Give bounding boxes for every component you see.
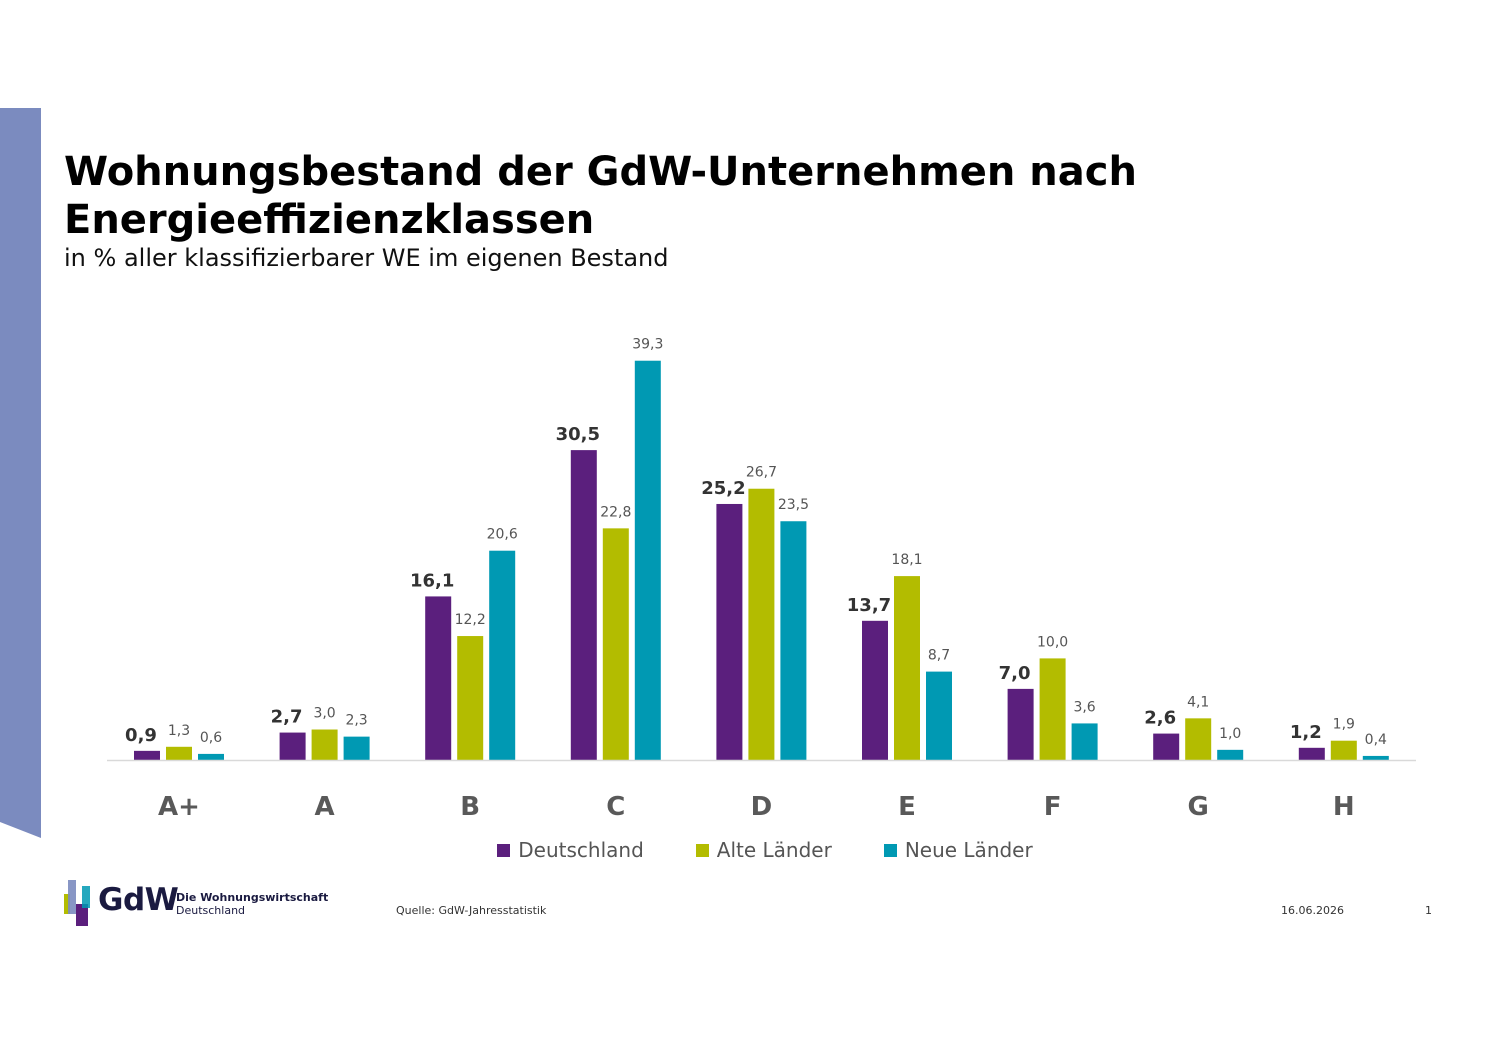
legend-swatch-neue-laender — [883, 843, 897, 857]
data-label-neue-laender-h: 0,4 — [1365, 732, 1387, 748]
bar-neue-laender-d — [780, 521, 807, 760]
side-accent-bar — [0, 108, 41, 838]
category-label-a: A — [315, 792, 335, 822]
bar-neue-laender-a — [343, 736, 370, 760]
data-label-deutschland-h: 1,2 — [1290, 722, 1322, 743]
legend-swatch-deutschland — [497, 843, 511, 857]
bar-chart: 0,9 1,3 0,6 A+ 2,7 3,0 2,3 A 16,1 12,2 20,6 B 30,5 22… — [107, 337, 1416, 822]
legend-label-alte-laender: Alte Länder — [716, 838, 832, 862]
data-label-alte-laender-c: 22,8 — [600, 504, 631, 520]
data-label-deutschland-e: 13,7 — [847, 595, 891, 616]
data-label-neue-laender-g: 1,0 — [1219, 726, 1241, 742]
bar-deutschland-b — [425, 596, 452, 760]
page-number: 1 — [1425, 904, 1432, 917]
side-accent-shape — [0, 108, 41, 838]
bar-neue-laender-g — [1217, 749, 1244, 760]
bar-neue-laender-f — [1071, 723, 1098, 760]
gdw-logo-tagline: Die Wohnungswirtschaft Deutschland — [176, 891, 328, 917]
bar-alte-laender-h — [1330, 740, 1357, 760]
gdw-logo-tagline-2: Deutschland — [176, 904, 246, 917]
bar-deutschland-d — [716, 503, 743, 760]
legend-swatch-alte-laender — [695, 843, 709, 857]
category-label-b: B — [460, 792, 480, 822]
bar-neue-laender-c — [634, 360, 661, 760]
bar-alte-laender-a+ — [166, 746, 192, 760]
bar-alte-laender-e — [894, 576, 920, 760]
bar-alte-laender-b — [457, 636, 484, 760]
data-label-alte-laender-h: 1,9 — [1333, 717, 1355, 733]
gdw-logo-icon — [64, 880, 90, 926]
data-label-alte-laender-a: 3,0 — [313, 706, 335, 722]
data-label-deutschland-b: 16,1 — [410, 570, 454, 591]
data-label-alte-laender-f: 10,0 — [1037, 634, 1068, 650]
data-label-neue-laender-b: 20,6 — [487, 527, 518, 543]
bar-deutschland-h — [1298, 747, 1325, 760]
bar-alte-laender-a — [311, 729, 338, 760]
data-label-neue-laender-f: 3,6 — [1073, 699, 1095, 715]
bar-neue-laender-a+ — [198, 753, 224, 760]
legend-item-deutschland: Deutschland — [497, 838, 644, 862]
bar-deutschland-a+ — [134, 750, 160, 760]
category-label-f: F — [1044, 792, 1062, 822]
data-label-deutschland-f: 7,0 — [999, 663, 1031, 684]
legend-item-neue-laender: Neue Länder — [883, 838, 1033, 862]
data-label-alte-laender-b: 12,2 — [455, 612, 486, 628]
source-note: Quelle: GdW-Jahresstatistik — [396, 904, 547, 917]
data-label-alte-laender-e: 18,1 — [891, 552, 922, 568]
bar-alte-laender-g — [1185, 718, 1212, 760]
legend-label-neue-laender: Neue Länder — [904, 838, 1033, 862]
category-label-e: E — [898, 792, 916, 822]
legend-label-deutschland: Deutschland — [518, 838, 644, 862]
bar-alte-laender-c — [602, 528, 629, 760]
bar-deutschland-e — [862, 620, 888, 760]
footer-date: 16.06.2026 — [1281, 904, 1344, 917]
chart-subtitle: in % aller klassifizierbarer WE im eigen… — [64, 244, 669, 272]
category-label-h: H — [1333, 792, 1355, 822]
bar-neue-laender-h — [1362, 755, 1389, 760]
bar-deutschland-f — [1007, 688, 1034, 760]
data-label-deutschland-g: 2,6 — [1144, 708, 1176, 729]
legend-item-alte-laender: Alte Länder — [695, 838, 832, 862]
bar-neue-laender-e — [926, 671, 952, 760]
category-label-c: C — [606, 792, 625, 822]
data-label-alte-laender-d: 26,7 — [746, 465, 777, 481]
data-label-neue-laender-d: 23,5 — [778, 497, 809, 513]
data-label-neue-laender-e: 8,7 — [928, 648, 950, 664]
data-label-deutschland-a: 2,7 — [271, 707, 303, 728]
bar-neue-laender-b — [489, 550, 516, 760]
bar-deutschland-c — [570, 450, 597, 760]
data-label-deutschland-d: 25,2 — [701, 478, 745, 499]
data-label-alte-laender-g: 4,1 — [1187, 694, 1209, 710]
bar-deutschland-a — [279, 732, 306, 760]
chart-legend: Deutschland Alte Länder Neue Länder — [0, 838, 1497, 862]
bar-deutschland-g — [1153, 733, 1180, 760]
data-label-alte-laender-a+: 1,3 — [168, 723, 190, 739]
data-label-neue-laender-a+: 0,6 — [200, 730, 222, 746]
data-label-neue-laender-a: 2,3 — [345, 713, 367, 729]
category-label-g: G — [1188, 792, 1209, 822]
bar-alte-laender-f — [1039, 658, 1066, 760]
data-label-deutschland-c: 30,5 — [556, 424, 600, 445]
data-label-neue-laender-c: 39,3 — [632, 337, 663, 353]
category-label-d: D — [751, 792, 773, 822]
category-label-a+: A+ — [158, 792, 200, 822]
bar-alte-laender-d — [748, 488, 775, 760]
gdw-logo-tagline-1: Die Wohnungswirtschaft — [176, 891, 329, 904]
gdw-logo-word: GdW — [98, 882, 179, 918]
chart-title: Wohnungsbestand der GdW-Unternehmen nach… — [64, 149, 1137, 243]
data-label-deutschland-a+: 0,9 — [125, 725, 157, 746]
